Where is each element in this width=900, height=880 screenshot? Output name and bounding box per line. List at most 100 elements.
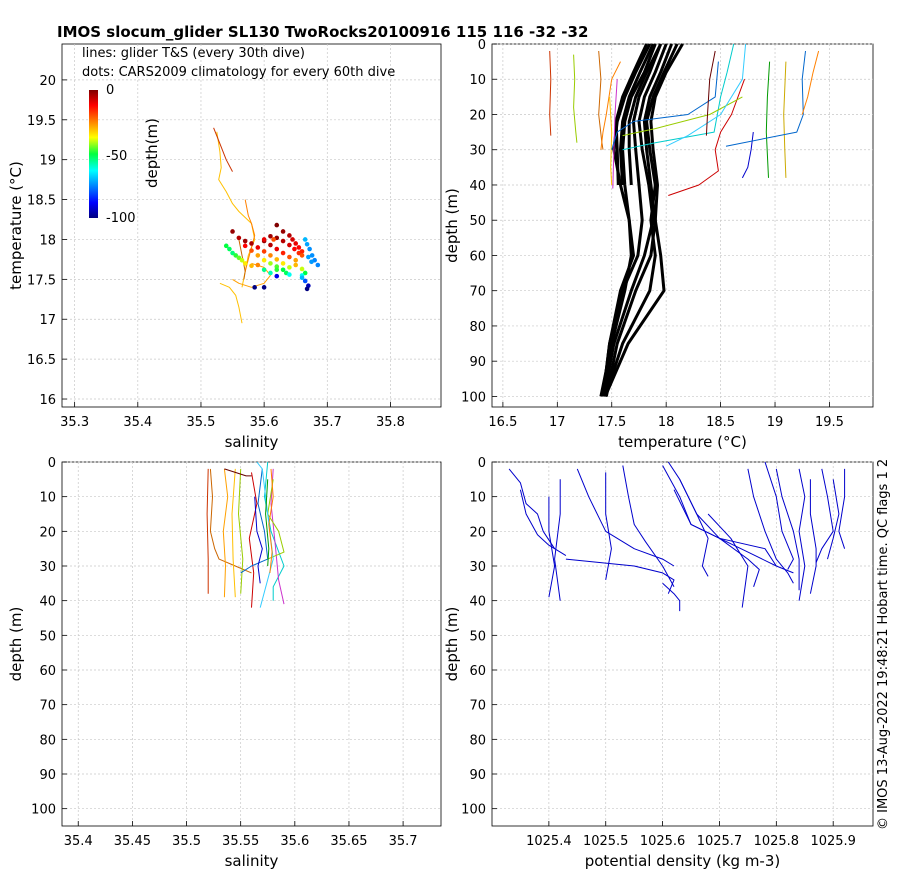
y-tick-label: 60: [469, 664, 486, 679]
colorbar-tick-bottom: -100: [106, 211, 136, 226]
climatology-point: [280, 238, 286, 244]
climatology-point: [302, 237, 308, 242]
climatology-point: [268, 242, 273, 248]
climatology-point: [293, 262, 299, 268]
series-line-climatology: [604, 43, 673, 397]
climatology-point: [287, 272, 292, 277]
x-tick-label: 35.55: [222, 834, 259, 849]
climatology-point: [302, 278, 308, 284]
climatology-point: [261, 257, 267, 263]
y-tick-label: 80: [469, 733, 486, 748]
series-line-glider: [270, 468, 285, 605]
climatology-point: [261, 267, 267, 273]
climatology-point: [287, 265, 292, 270]
series-line-glider: [600, 61, 621, 150]
climatology-point: [242, 261, 248, 266]
climatology-point: [292, 246, 297, 252]
x-tick-label: 19.5: [815, 415, 844, 430]
y-tick-label: 30: [469, 560, 486, 575]
series-line-glider: [549, 50, 552, 136]
climatology-point: [223, 243, 229, 249]
climatology-point: [302, 270, 308, 276]
climatology-point: [296, 250, 302, 256]
y-tick-label: 10: [39, 491, 56, 506]
climatology-point: [268, 253, 273, 258]
series-line-glider: [238, 468, 244, 594]
y-tick-label: 50: [39, 629, 56, 644]
climatology-point: [274, 257, 280, 262]
climatology-point: [261, 249, 267, 254]
y-tick-label: 10: [469, 73, 486, 88]
y-tick-label: 40: [469, 595, 486, 610]
series-line-density: [798, 468, 806, 601]
y-tick-label: 70: [39, 699, 56, 714]
x-tick-label: 18: [658, 415, 675, 430]
climatology-point: [309, 253, 315, 258]
climatology-point: [255, 245, 261, 250]
climatology-point: [249, 248, 254, 253]
series-line-density: [707, 513, 749, 608]
y-tick-label: 90: [469, 768, 486, 783]
y-tick-label: 50: [469, 629, 486, 644]
climatology-point: [299, 266, 305, 272]
series-line-climatology: [619, 43, 655, 186]
y-tick-label: 80: [469, 320, 486, 335]
climatology-point: [274, 264, 280, 269]
y-tick-label: 18.5: [27, 194, 56, 209]
series-line-glider: [265, 479, 270, 567]
y-tick-label: 0: [478, 38, 486, 53]
series-line-climatology: [602, 43, 668, 397]
chart-ts: 35.3 35.4 35.5 35.6 35.7 35.8 16 16.5 17 17.5 18 18…: [7, 43, 442, 451]
climatology-point: [296, 245, 302, 250]
x-tick-label: 35.3: [60, 415, 89, 430]
series-line-glider: [611, 61, 719, 150]
series-line-density: [576, 468, 675, 567]
climatology-point: [306, 254, 311, 260]
y-tick-label: 10: [469, 491, 486, 506]
series-line-glider-t-s: [244, 199, 256, 272]
y-axis-label: depth (m): [7, 607, 25, 682]
y-tick-label: 0: [478, 456, 486, 471]
climatology-point: [299, 275, 305, 281]
climatology-point: [290, 237, 295, 242]
x-tick-label: 1025.7: [697, 834, 743, 849]
series-line-density: [764, 461, 794, 570]
climatology-point: [293, 257, 299, 263]
x-tick-label: 1025.5: [583, 834, 629, 849]
series-line-glider-t-s: [232, 262, 271, 288]
colorbar-gradient: [89, 90, 98, 218]
series-line-glider: [665, 43, 747, 147]
climatology-point: [261, 285, 267, 290]
series-line-glider: [725, 50, 806, 147]
series-line-glider: [231, 468, 236, 598]
series-line-glider: [783, 61, 787, 178]
climatology-point: [239, 257, 245, 263]
climatology-point: [280, 267, 286, 273]
climatology-point: [236, 255, 242, 261]
series-line-glider: [765, 61, 771, 178]
annotation-dots: dots: CARS2009 climatology for every 60t…: [82, 65, 395, 80]
climatology-point: [280, 229, 286, 234]
series-line-glider: [609, 96, 613, 186]
y-tick-label: 70: [469, 285, 486, 300]
x-tick-label: 17: [549, 415, 566, 430]
series-line-glider-t-s: [216, 131, 256, 288]
y-tick-label: 30: [39, 560, 56, 575]
climatology-point: [242, 243, 248, 249]
series-line-glider: [573, 54, 578, 143]
y-tick-label: 19.5: [27, 114, 56, 129]
x-axis-label: temperature (°C): [618, 433, 747, 451]
climatology-point: [274, 267, 280, 273]
y-tick-label: 60: [39, 664, 56, 679]
x-tick-label: 35.7: [313, 415, 342, 430]
climatology-point: [315, 262, 321, 268]
y-tick-label: 90: [469, 355, 486, 370]
y-tick-label: 17: [39, 313, 56, 328]
chart-dens-depth: 1025.4 1025.5 1025.6 1025.7 1025.8 1025.9 0 10 2…: [443, 456, 874, 870]
climatology-point: [268, 270, 273, 276]
colorbar-tick-top: 0: [106, 83, 114, 98]
series-line-glider: [254, 496, 263, 584]
climatology-point: [280, 250, 286, 256]
series-line-density: [519, 489, 567, 557]
series-line-glider-t-s: [213, 127, 233, 172]
